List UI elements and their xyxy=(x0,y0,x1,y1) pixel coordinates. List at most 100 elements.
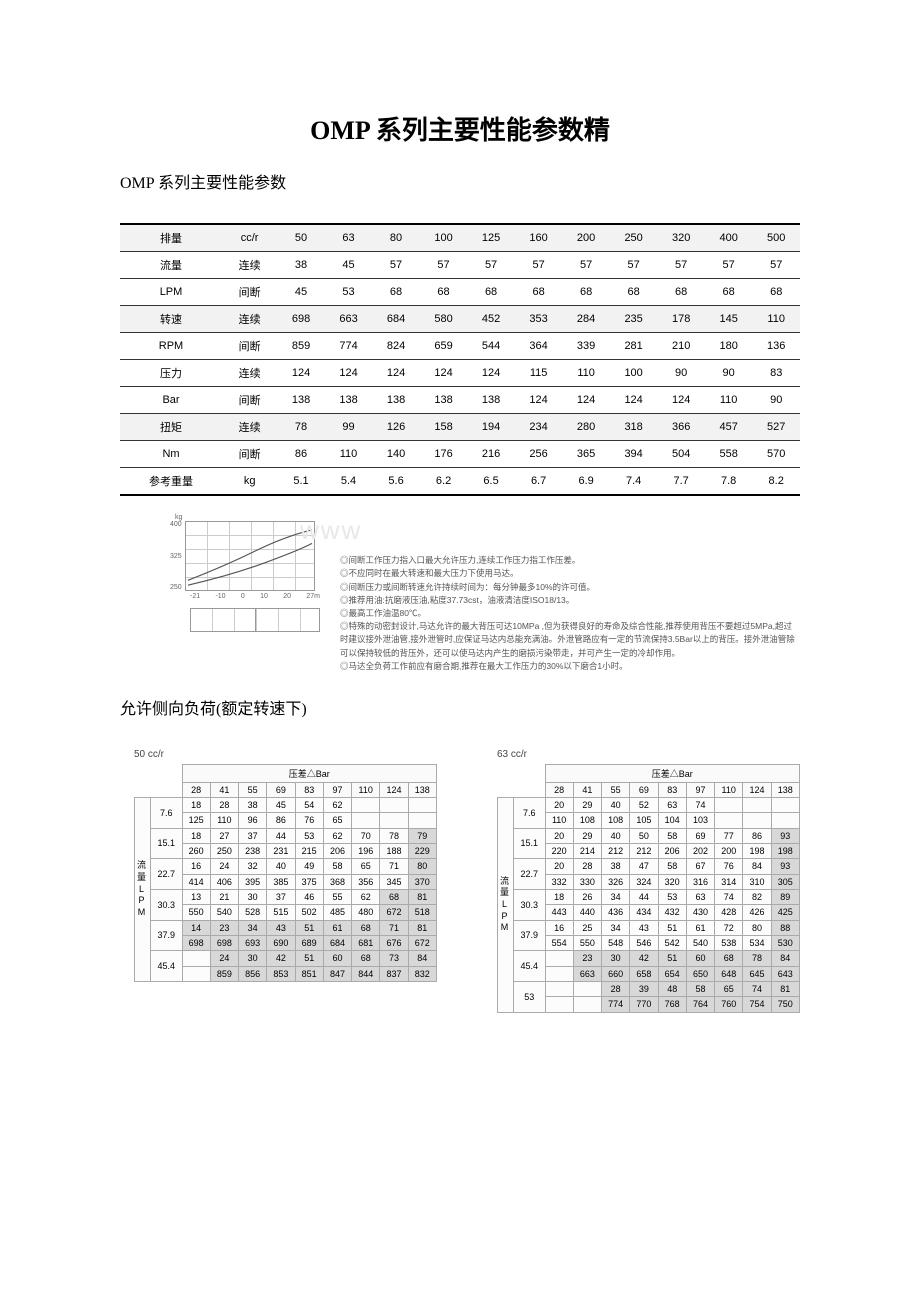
data-cell: 29 xyxy=(573,797,601,812)
data-cell: 452 xyxy=(467,306,515,333)
data-cell: 61 xyxy=(323,920,351,935)
bar-head-cell: 110 xyxy=(352,782,380,797)
data-cell: 6.2 xyxy=(420,468,468,496)
bar-header: 压差△Bar xyxy=(182,764,437,782)
data-cell: 68 xyxy=(467,279,515,306)
data-cell: 124 xyxy=(372,360,420,387)
table63-caption: 63 cc/r xyxy=(497,749,800,760)
data-cell: 80 xyxy=(372,224,420,252)
data-cell: 326 xyxy=(602,874,630,889)
data-cell: 27 xyxy=(210,828,238,843)
data-cell: 234 xyxy=(515,414,563,441)
row-label: RPM xyxy=(120,333,222,360)
data-cell: 23 xyxy=(573,951,601,966)
note-line: ◎最高工作油温80℃。 xyxy=(340,607,800,620)
data-cell: 206 xyxy=(658,843,686,858)
data-cell: 20 xyxy=(545,828,573,843)
data-cell: 502 xyxy=(295,905,323,920)
bar-head-cell: 41 xyxy=(210,782,238,797)
data-cell: 104 xyxy=(658,813,686,828)
row-label: Bar xyxy=(120,387,222,414)
data-cell: 74 xyxy=(743,981,771,996)
data-cell: 90 xyxy=(705,360,753,387)
data-cell: 681 xyxy=(352,935,380,950)
data-cell: 65 xyxy=(715,981,743,996)
flow-value: 7.6 xyxy=(514,797,545,828)
bar-head-cell: 138 xyxy=(408,782,436,797)
data-cell: 280 xyxy=(562,414,610,441)
data-cell: 480 xyxy=(352,905,380,920)
data-cell: 46 xyxy=(295,889,323,904)
data-cell: 81 xyxy=(771,981,799,996)
data-cell: 215 xyxy=(295,843,323,858)
data-cell: 83 xyxy=(752,360,800,387)
data-cell: 318 xyxy=(610,414,658,441)
data-cell: 158 xyxy=(420,414,468,441)
data-cell: 7.8 xyxy=(705,468,753,496)
data-cell: 214 xyxy=(573,843,601,858)
data-cell: 124 xyxy=(657,387,705,414)
flow-value: 37.9 xyxy=(151,920,182,951)
data-cell: 124 xyxy=(467,360,515,387)
data-cell: 515 xyxy=(267,905,295,920)
data-cell xyxy=(352,797,380,812)
data-cell: 136 xyxy=(752,333,800,360)
data-cell: 78 xyxy=(380,828,408,843)
data-cell: 49 xyxy=(295,859,323,874)
data-cell: 554 xyxy=(545,935,573,950)
chart-kg-label: kg xyxy=(175,514,320,521)
data-cell: 538 xyxy=(715,935,743,950)
data-cell: 663 xyxy=(573,966,601,981)
data-cell: 105 xyxy=(630,813,658,828)
data-cell: 28 xyxy=(573,859,601,874)
data-cell: 540 xyxy=(210,905,238,920)
data-cell: 68 xyxy=(372,279,420,306)
data-cell: 198 xyxy=(771,843,799,858)
data-cell: 645 xyxy=(743,966,771,981)
data-cell: 80 xyxy=(743,920,771,935)
data-cell: 81 xyxy=(408,920,436,935)
data-cell: 18 xyxy=(182,828,210,843)
data-cell: 45 xyxy=(325,252,373,279)
data-cell: 6.9 xyxy=(562,468,610,496)
data-cell: 660 xyxy=(602,966,630,981)
data-cell: 689 xyxy=(295,935,323,950)
bar-head-cell: 110 xyxy=(715,782,743,797)
data-cell: 82 xyxy=(743,889,771,904)
data-cell: 68 xyxy=(420,279,468,306)
data-cell: 84 xyxy=(771,951,799,966)
data-cell: 43 xyxy=(630,920,658,935)
data-cell: 40 xyxy=(602,797,630,812)
data-cell: 339 xyxy=(562,333,610,360)
data-cell: 178 xyxy=(657,306,705,333)
data-cell: 684 xyxy=(372,306,420,333)
data-cell: 110 xyxy=(705,387,753,414)
data-cell: 32 xyxy=(239,859,267,874)
data-cell: 45 xyxy=(267,797,295,812)
notes-block: www ◎间断工作压力指入口最大允许压力,连续工作压力指工作压差。◎不应同时在最… xyxy=(340,514,800,673)
data-cell: 658 xyxy=(630,966,658,981)
data-cell: 432 xyxy=(658,905,686,920)
data-cell: 385 xyxy=(267,874,295,889)
data-cell: 138 xyxy=(420,387,468,414)
data-cell: 548 xyxy=(602,935,630,950)
note-line: ◎不应同时在最大转速和最大压力下使用马达。 xyxy=(340,567,800,580)
chart-y-axis: 400325250 xyxy=(170,521,182,591)
data-cell xyxy=(715,813,743,828)
data-cell: 310 xyxy=(743,874,771,889)
data-cell: 68 xyxy=(352,920,380,935)
data-cell: 76 xyxy=(715,859,743,874)
data-cell: 138 xyxy=(277,387,325,414)
data-cell: 353 xyxy=(515,306,563,333)
data-cell: 74 xyxy=(686,797,714,812)
bar-head-cell: 83 xyxy=(295,782,323,797)
data-cell: 400 xyxy=(705,224,753,252)
bar-head-cell: 97 xyxy=(323,782,351,797)
data-cell: 832 xyxy=(408,966,436,981)
data-cell: 57 xyxy=(705,252,753,279)
data-cell: 698 xyxy=(182,935,210,950)
data-cell: 124 xyxy=(562,387,610,414)
data-cell: 60 xyxy=(686,951,714,966)
data-cell: 68 xyxy=(752,279,800,306)
data-cell: 24 xyxy=(210,859,238,874)
